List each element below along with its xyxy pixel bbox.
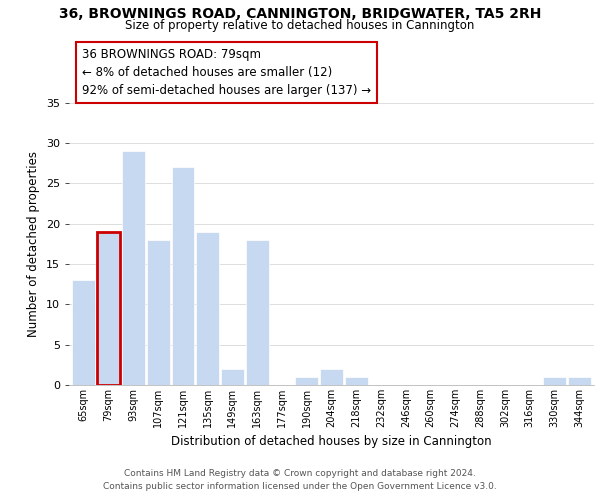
Bar xyxy=(147,240,170,385)
Text: Contains HM Land Registry data © Crown copyright and database right 2024.: Contains HM Land Registry data © Crown c… xyxy=(124,469,476,478)
Y-axis label: Number of detached properties: Number of detached properties xyxy=(27,151,40,337)
Bar xyxy=(246,240,269,385)
Bar xyxy=(295,377,318,385)
Bar xyxy=(122,151,145,385)
Bar xyxy=(97,232,120,385)
Bar xyxy=(73,280,95,385)
Bar xyxy=(345,377,368,385)
Text: Contains public sector information licensed under the Open Government Licence v3: Contains public sector information licen… xyxy=(103,482,497,491)
X-axis label: Distribution of detached houses by size in Cannington: Distribution of detached houses by size … xyxy=(171,436,492,448)
Text: 36, BROWNINGS ROAD, CANNINGTON, BRIDGWATER, TA5 2RH: 36, BROWNINGS ROAD, CANNINGTON, BRIDGWAT… xyxy=(59,6,541,20)
Bar xyxy=(320,369,343,385)
Text: 36 BROWNINGS ROAD: 79sqm
← 8% of detached houses are smaller (12)
92% of semi-de: 36 BROWNINGS ROAD: 79sqm ← 8% of detache… xyxy=(82,48,371,97)
Bar xyxy=(97,232,120,385)
Bar xyxy=(172,167,194,385)
Bar xyxy=(196,232,219,385)
Bar xyxy=(543,377,566,385)
Text: Size of property relative to detached houses in Cannington: Size of property relative to detached ho… xyxy=(125,18,475,32)
Bar xyxy=(568,377,590,385)
Bar xyxy=(221,369,244,385)
